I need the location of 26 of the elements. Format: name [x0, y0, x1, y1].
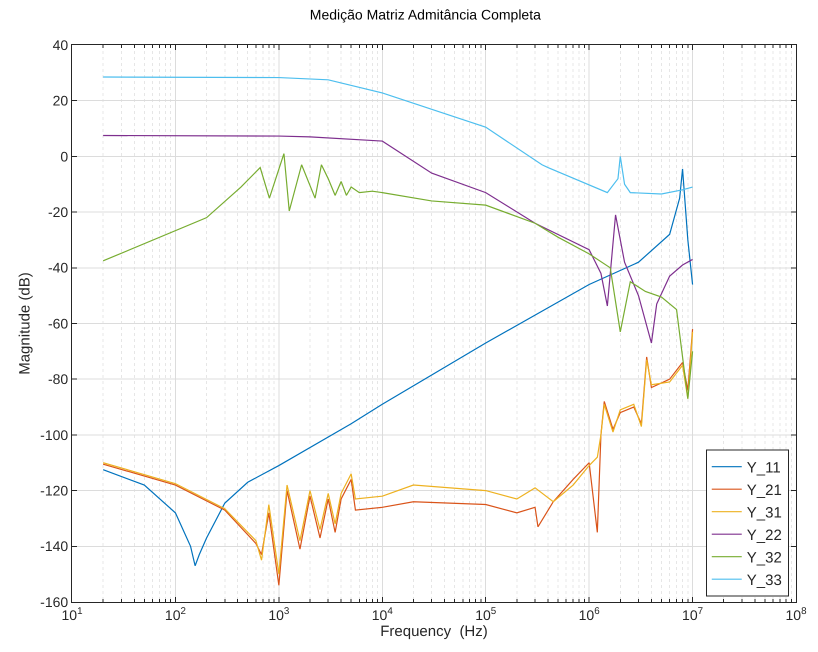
legend-label: Y_22 — [746, 527, 782, 544]
x-tick-label: 10$^{2}$ — [164, 606, 186, 623]
y-tick-label: 20 — [52, 92, 68, 109]
legend-label: Y_21 — [746, 482, 782, 500]
y-tick-label: -40 — [48, 260, 68, 276]
legend-label: Y_31 — [746, 504, 782, 522]
chart-title: Medição Matriz Admitância Completa — [310, 6, 542, 23]
x-tick-label: 10$^{7}$ — [682, 606, 704, 623]
y-tick-label: 0 — [60, 148, 68, 164]
y-tick-label: -80 — [48, 371, 68, 388]
x-tick-label: 10$^{3}$ — [268, 606, 290, 623]
legend-label: Y_11 — [746, 460, 781, 477]
x-tick-label: 10$^{4}$ — [372, 606, 394, 623]
legend-label: Y_33 — [746, 572, 782, 590]
y-tick-label: -20 — [48, 204, 68, 220]
y-axis-title: Magnitude (dB) — [16, 272, 34, 375]
y-tick-label: -120 — [40, 482, 68, 498]
y-tick-label: -100 — [40, 426, 68, 443]
y-tick-label: 40 — [52, 36, 68, 53]
y-tick-label: -60 — [48, 315, 68, 332]
x-tick-label: 10$^{8}$ — [785, 606, 808, 623]
x-tick-label: 10$^{6}$ — [578, 606, 600, 623]
y-tick-label: -140 — [40, 538, 68, 554]
legend-label: Y_32 — [746, 550, 782, 567]
x-axis-title: Frequency (Hz) — [380, 622, 488, 640]
x-tick-label: 10$^{5}$ — [475, 606, 497, 623]
